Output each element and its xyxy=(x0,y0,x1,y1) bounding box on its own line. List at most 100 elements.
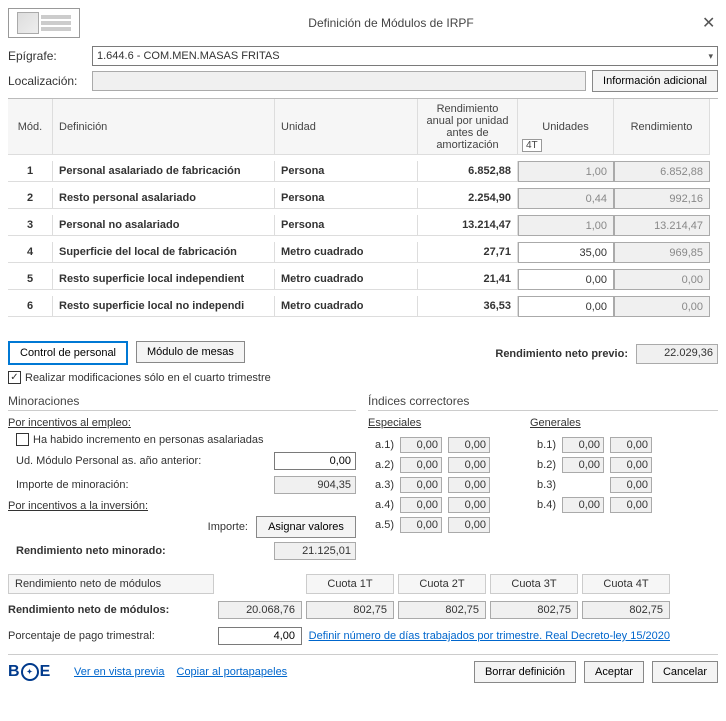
col-rendimiento: Rendimiento xyxy=(614,99,710,155)
importe-min-label: Importe de minoración: xyxy=(16,479,129,491)
cell-rend: 969,85 xyxy=(614,242,710,263)
idx-a-v2: 0,00 xyxy=(448,517,490,533)
incentivos-inversion-label: Por incentivos a la inversión: xyxy=(8,500,356,512)
cell-ra: 6.852,88 xyxy=(418,161,518,182)
importe-label: Importe: xyxy=(208,521,248,533)
idx-b-v2: 0,00 xyxy=(610,437,652,453)
chk-incremento[interactable]: Ha habido incremento en personas asalari… xyxy=(16,433,356,446)
cell-rend: 992,16 xyxy=(614,188,710,209)
control-personal-button[interactable]: Control de personal xyxy=(8,341,128,365)
modulo-mesas-button[interactable]: Módulo de mesas xyxy=(136,341,245,363)
cell-rend: 0,00 xyxy=(614,269,710,290)
borrar-button[interactable]: Borrar definición xyxy=(474,661,576,683)
cell-mod: 4 xyxy=(8,242,53,263)
cell-unidad: Persona xyxy=(275,215,418,236)
cell-unidad: Metro cuadrado xyxy=(275,269,418,290)
rnm-row-label: Rendimiento neto de módulos: xyxy=(8,604,214,616)
table-row[interactable]: 3Personal no asalariadoPersona13.214,471… xyxy=(8,215,718,236)
cell-def: Personal no asalariado xyxy=(53,215,275,236)
cell-rend: 13.214,47 xyxy=(614,215,710,236)
especiales-label: Especiales xyxy=(368,417,490,429)
cell-def: Resto personal asalariado xyxy=(53,188,275,209)
cell-unidades[interactable]: 1,00 xyxy=(518,161,614,182)
cell-ra: 36,53 xyxy=(418,296,518,317)
cell-unidades[interactable]: 35,00 xyxy=(518,242,614,263)
modules-table: Mód. Definición Unidad Rendimiento anual… xyxy=(8,98,718,155)
cell-rend: 0,00 xyxy=(614,296,710,317)
col-rendimiento-anual: Rendimiento anual por unidad antes de am… xyxy=(418,99,518,155)
idx-b-v2: 0,00 xyxy=(610,457,652,473)
cell-def: Resto superficie local independient xyxy=(53,269,275,290)
table-row[interactable]: 2Resto personal asalariadoPersona2.254,9… xyxy=(8,188,718,209)
rnp-label: Rendimiento neto previo: xyxy=(495,348,628,360)
app-logo xyxy=(8,8,80,38)
rnp-value: 22.029,36 xyxy=(636,344,718,364)
asignar-valores-button[interactable]: Asignar valores xyxy=(256,516,356,538)
idx-a-v1: 0,00 xyxy=(400,497,442,513)
cancelar-button[interactable]: Cancelar xyxy=(652,661,718,683)
idx-a-v2: 0,00 xyxy=(448,457,490,473)
idx-a-v1: 0,00 xyxy=(400,477,442,493)
idx-a-v1: 0,00 xyxy=(400,517,442,533)
aceptar-button[interactable]: Aceptar xyxy=(584,661,644,683)
col-unidad: Unidad xyxy=(275,99,418,155)
ud-modulo-label: Ud. Módulo Personal as. año anterior: xyxy=(16,455,201,467)
idx-a-v1: 0,00 xyxy=(400,437,442,453)
boe-logo: B✦E xyxy=(8,661,62,683)
epigrafe-label: Epígrafe: xyxy=(8,49,86,63)
cell-mod: 5 xyxy=(8,269,53,290)
cell-unidad: Persona xyxy=(275,161,418,182)
generales-label: Generales xyxy=(530,417,652,429)
table-row[interactable]: 1Personal asalariado de fabricaciónPerso… xyxy=(8,161,718,182)
pct-row-label: Porcentaje de pago trimestral: xyxy=(8,630,214,642)
col-unidades: Unidades 4T xyxy=(518,99,614,155)
epigrafe-dropdown[interactable]: 1.644.6 - COM.MEN.MASAS FRITAS ▾ xyxy=(92,46,718,66)
cell-ra: 2.254,90 xyxy=(418,188,518,209)
cell-ra: 13.214,47 xyxy=(418,215,518,236)
cuota-2t: Cuota 2T xyxy=(398,574,486,594)
cell-def: Personal asalariado de fabricación xyxy=(53,161,275,182)
rnm-c3: 802,75 xyxy=(490,601,578,619)
close-icon[interactable]: ✕ xyxy=(702,13,718,33)
cell-ra: 21,41 xyxy=(418,269,518,290)
unidades-badge: 4T xyxy=(522,139,542,152)
rnm-total: 20.068,76 xyxy=(218,601,302,619)
rnm-label: Rendimiento neto minorado: xyxy=(16,545,166,557)
cell-unidades[interactable]: 0,00 xyxy=(518,296,614,317)
rnm-head: Rendimiento neto de módulos xyxy=(8,574,214,594)
table-row[interactable]: 5Resto superficie local independientMetr… xyxy=(8,269,718,290)
copiar-link[interactable]: Copiar al portapapeles xyxy=(177,666,288,678)
cell-ra: 27,71 xyxy=(418,242,518,263)
epigrafe-value: 1.644.6 - COM.MEN.MASAS FRITAS xyxy=(97,50,280,62)
pct-input[interactable] xyxy=(218,627,302,645)
cell-unidades[interactable]: 0,00 xyxy=(518,269,614,290)
cell-def: Resto superficie local no independi xyxy=(53,296,275,317)
incentivos-empleo-label: Por incentivos al empleo: xyxy=(8,417,356,429)
indices-title: Índices correctores xyxy=(368,394,718,411)
cell-rend: 6.852,88 xyxy=(614,161,710,182)
ud-modulo-input[interactable] xyxy=(274,452,356,470)
cell-unidades[interactable]: 0,44 xyxy=(518,188,614,209)
localizacion-label: Localización: xyxy=(8,74,86,88)
info-adicional-button[interactable]: Información adicional xyxy=(592,70,718,92)
table-row[interactable]: 4Superficie del local de fabricaciónMetr… xyxy=(8,242,718,263)
cell-unidad: Metro cuadrado xyxy=(275,296,418,317)
cell-unidades[interactable]: 1,00 xyxy=(518,215,614,236)
localizacion-field xyxy=(92,71,586,91)
idx-a-v1: 0,00 xyxy=(400,457,442,473)
idx-a-v2: 0,00 xyxy=(448,497,490,513)
rnm-c1: 802,75 xyxy=(306,601,394,619)
chk-cuarto-trimestre[interactable]: ✓ Realizar modificaciones sólo en el cua… xyxy=(8,371,271,384)
cell-mod: 1 xyxy=(8,161,53,182)
cell-def: Superficie del local de fabricación xyxy=(53,242,275,263)
rnm-value: 21.125,01 xyxy=(274,542,356,560)
checkbox-icon: ✓ xyxy=(8,371,21,384)
rnm-c2: 802,75 xyxy=(398,601,486,619)
minoraciones-title: Minoraciones xyxy=(8,394,356,411)
vista-previa-link[interactable]: Ver en vista previa xyxy=(74,666,165,678)
cell-mod: 3 xyxy=(8,215,53,236)
table-row[interactable]: 6Resto superficie local no independiMetr… xyxy=(8,296,718,317)
cell-mod: 6 xyxy=(8,296,53,317)
cell-unidad: Persona xyxy=(275,188,418,209)
definir-dias-link[interactable]: Definir número de días trabajados por tr… xyxy=(309,630,670,642)
